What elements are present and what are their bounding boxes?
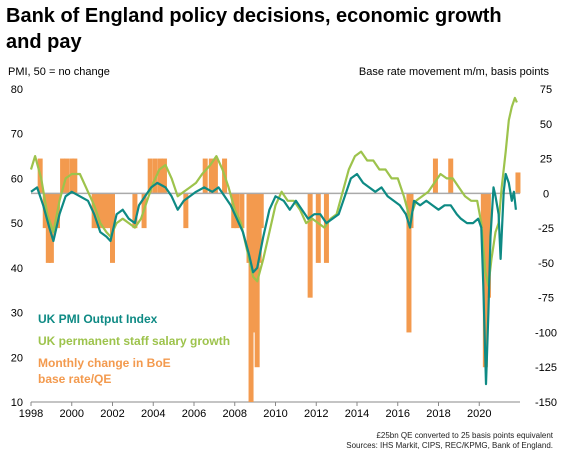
rate-bar: [307, 193, 313, 298]
rate-bar: [485, 193, 491, 298]
pmi-output-line: [30, 172, 517, 386]
left-tick-label: 30: [11, 308, 23, 320]
legend-pmi-output: UK PMI Output Index: [38, 312, 158, 326]
rate-bar: [202, 158, 208, 194]
x-tick-label: 2002: [100, 408, 124, 420]
left-tick-label: 70: [11, 129, 23, 141]
legend-salary-growth: UK permanent staff salary growth: [38, 334, 230, 348]
rate-bar: [132, 193, 138, 229]
note-sources: Sources: IHS Markit, CIPS, REC/KPMG, Ban…: [346, 441, 553, 450]
right-tick-label: -75: [538, 293, 554, 305]
rate-bar: [515, 172, 521, 194]
x-tick-label: 2012: [304, 408, 328, 420]
rate-bar: [323, 193, 329, 263]
rate-bar: [482, 193, 488, 368]
rate-bar: [315, 193, 321, 263]
rate-bar: [98, 193, 104, 229]
rate-bar: [147, 158, 153, 194]
note-qe: £25bn QE converted to 25 basis points eq…: [376, 431, 553, 440]
rate-bar: [432, 158, 438, 194]
rate-bar: [91, 193, 97, 229]
left-tick-label: 50: [11, 218, 23, 230]
chart-title: Bank of England policy decisions, econom…: [6, 5, 502, 53]
left-tick-label: 40: [11, 263, 23, 275]
left-axis-label: PMI, 50 = no change: [8, 66, 110, 78]
rate-bar: [406, 193, 412, 333]
x-tick-label: 2000: [60, 408, 84, 420]
rate-bar: [258, 193, 264, 229]
right-tick-label: -125: [535, 362, 557, 374]
series-lines: [29, 96, 518, 386]
x-tick-label: 2014: [345, 408, 369, 420]
left-axis-ticks: 10 20 30 40 50 60 70 80: [11, 84, 23, 409]
right-tick-label: 0: [543, 188, 549, 200]
legend-boe-rate-line2: base rate/QE: [38, 372, 111, 386]
legend-boe-rate: Monthly change in BoE base rate/QE: [38, 356, 171, 386]
rate-bar: [72, 158, 78, 194]
rate-bar: [60, 158, 66, 194]
legend-boe-rate-line1: Monthly change in BoE: [38, 356, 171, 370]
x-tick-label: 2006: [182, 408, 206, 420]
left-tick-label: 20: [11, 352, 23, 364]
rate-bar: [234, 193, 240, 229]
x-tick-label: 2010: [263, 408, 287, 420]
x-tick-label: 2018: [426, 408, 450, 420]
right-tick-label: -100: [535, 327, 557, 339]
rate-bar: [183, 193, 189, 229]
left-tick-label: 60: [11, 173, 23, 185]
rate-bar: [448, 158, 454, 194]
left-tick-label: 80: [11, 84, 23, 96]
rate-bar: [208, 158, 214, 194]
x-tick-label: 2020: [467, 408, 491, 420]
x-tick-label: 2008: [223, 408, 247, 420]
rate-bar: [157, 158, 163, 194]
right-tick-label: -25: [538, 223, 554, 235]
right-tick-label: 75: [540, 84, 552, 96]
right-tick-label: 25: [540, 154, 552, 166]
rate-bar: [212, 158, 218, 194]
salary-growth-line: [29, 96, 518, 287]
x-tick-label: 2016: [386, 408, 410, 420]
legend: UK PMI Output Index UK permanent staff s…: [38, 312, 230, 386]
rate-bar: [69, 158, 75, 194]
right-tick-label: -150: [535, 397, 557, 409]
right-tick-label: -50: [538, 258, 554, 270]
right-tick-label: 50: [540, 119, 552, 131]
rate-bar: [51, 193, 57, 229]
rate-bar: [64, 158, 70, 194]
left-tick-label: 10: [11, 397, 23, 409]
right-axis-label: Base rate movement m/m, basis points: [359, 66, 550, 78]
x-tick-label: 1998: [19, 408, 43, 420]
rate-bar: [408, 193, 414, 229]
x-axis-ticks: 1998 2000 2002 2004 2006 2008 2010 2012 2014 2016…: [19, 402, 491, 420]
rate-bar: [102, 193, 108, 229]
right-axis-ticks: 75 50 25 0 -25 -50 -75 -100 -125 -150: [535, 84, 557, 409]
x-tick-label: 2004: [141, 408, 165, 420]
rate-bar: [248, 193, 254, 402]
rate-bar: [239, 193, 245, 229]
rate-bar: [106, 193, 112, 229]
rate-bar: [251, 193, 257, 333]
rate-bar: [95, 193, 101, 229]
rate-bar: [161, 158, 167, 194]
